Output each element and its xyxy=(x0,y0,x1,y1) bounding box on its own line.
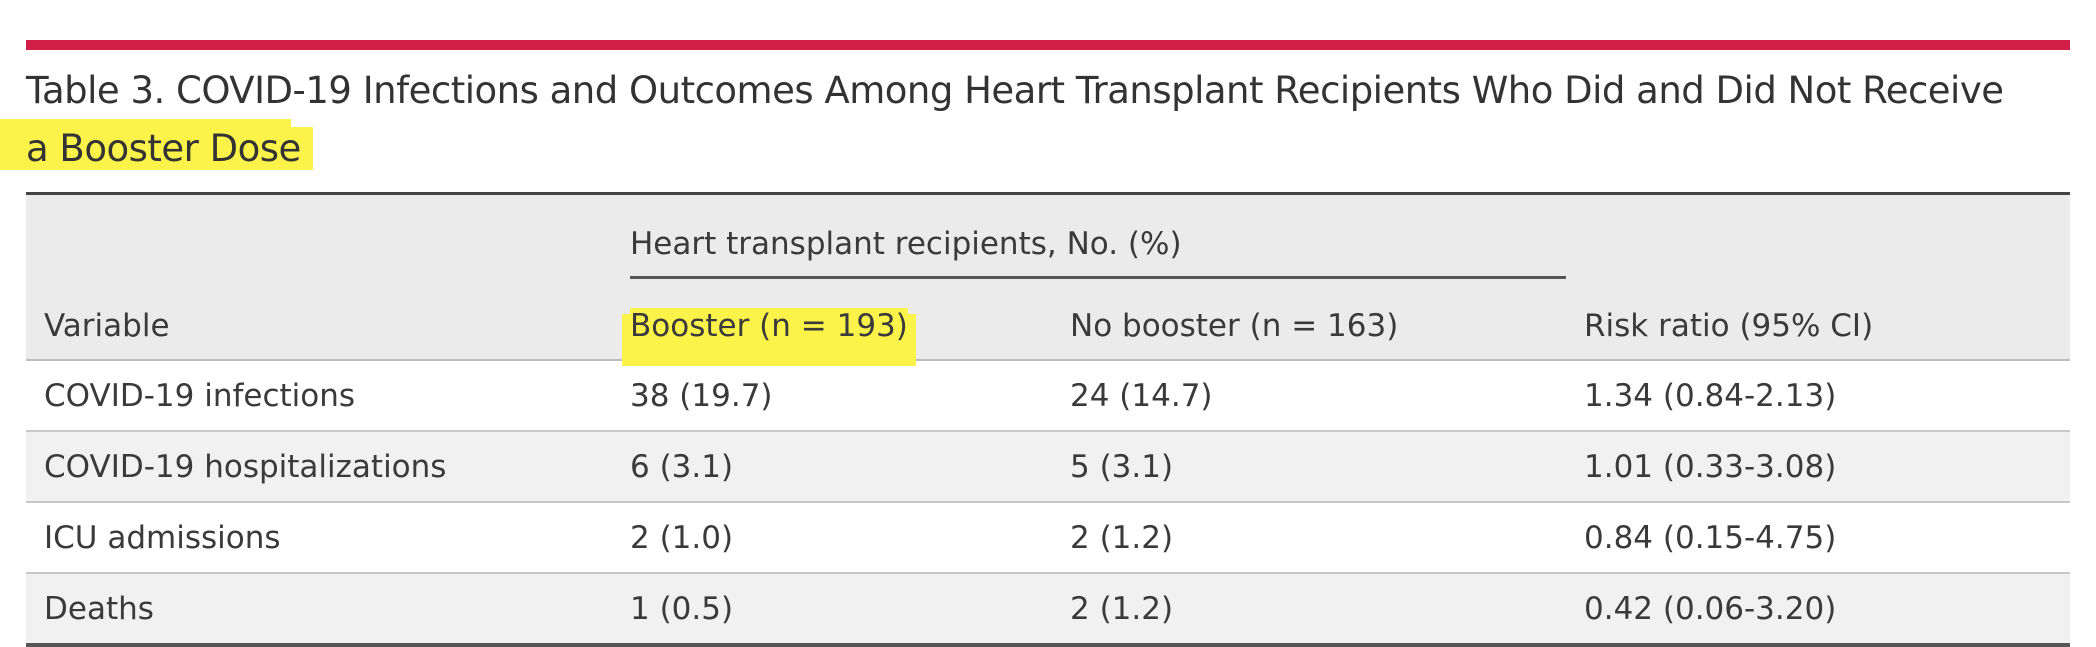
cell-booster: 2 (1.0) xyxy=(612,501,1052,573)
table-row: ICU admissions 2 (1.0) 2 (1.2) 0.84 (0.1… xyxy=(26,501,2070,573)
top-accent-rule xyxy=(26,40,2070,50)
cell-no-booster: 2 (1.2) xyxy=(1052,501,1566,573)
cell-variable: Deaths xyxy=(26,572,612,643)
cell-variable: COVID-19 hospitalizations xyxy=(26,430,612,502)
caption-rule xyxy=(26,192,2070,195)
table-row: Deaths 1 (0.5) 2 (1.2) 0.42 (0.06-3.20) xyxy=(26,572,2070,643)
column-header-variable: Variable xyxy=(44,308,170,344)
table-body: COVID-19 infections 38 (19.7) 24 (14.7) … xyxy=(26,359,2070,643)
spanner-empty-right xyxy=(1566,195,2070,289)
column-header-booster-label: Booster (n = 193) xyxy=(630,308,908,344)
column-header-risk-ratio: Risk ratio (95% CI) xyxy=(1584,308,1874,344)
cell-risk-ratio: 0.84 (0.15-4.75) xyxy=(1566,501,2070,573)
cell-no-booster: 24 (14.7) xyxy=(1052,359,1566,431)
table-header: Heart transplant recipients, No. (%) Var… xyxy=(26,195,2070,360)
cell-risk-ratio: 1.34 (0.84-2.13) xyxy=(1566,359,2070,431)
caption-main: Table 3. COVID-19 Infections and Outcome… xyxy=(26,69,2004,112)
cell-booster: 6 (3.1) xyxy=(612,430,1052,502)
bottom-rule xyxy=(26,643,2070,647)
data-table: Heart transplant recipients, No. (%) Var… xyxy=(26,195,2070,643)
spanner-empty-left xyxy=(26,195,612,289)
spanner-label: Heart transplant recipients, No. (%) xyxy=(630,226,1566,279)
cell-booster: 38 (19.7) xyxy=(612,359,1052,431)
cell-booster: 1 (0.5) xyxy=(612,572,1052,643)
cell-no-booster: 5 (3.1) xyxy=(1052,430,1566,502)
column-header-booster: Booster (n = 193) xyxy=(612,289,1052,360)
table-row: COVID-19 hospitalizations 6 (3.1) 5 (3.1… xyxy=(26,430,2070,502)
cell-variable: ICU admissions xyxy=(26,501,612,573)
table-caption: Table 3. COVID-19 Infections and Outcome… xyxy=(26,62,2070,178)
cell-no-booster: 2 (1.2) xyxy=(1052,572,1566,643)
cell-risk-ratio: 1.01 (0.33-3.08) xyxy=(1566,430,2070,502)
cell-variable: COVID-19 infections xyxy=(26,359,612,431)
cell-risk-ratio: 0.42 (0.06-3.20) xyxy=(1566,572,2070,643)
table-figure: Table 3. COVID-19 Infections and Outcome… xyxy=(26,40,2070,647)
caption-highlighted-tail: a Booster Dose xyxy=(26,127,313,170)
table-row: COVID-19 infections 38 (19.7) 24 (14.7) … xyxy=(26,359,2070,431)
column-header-no-booster: No booster (n = 163) xyxy=(1070,308,1399,344)
spanner-cell: Heart transplant recipients, No. (%) xyxy=(612,195,1566,289)
